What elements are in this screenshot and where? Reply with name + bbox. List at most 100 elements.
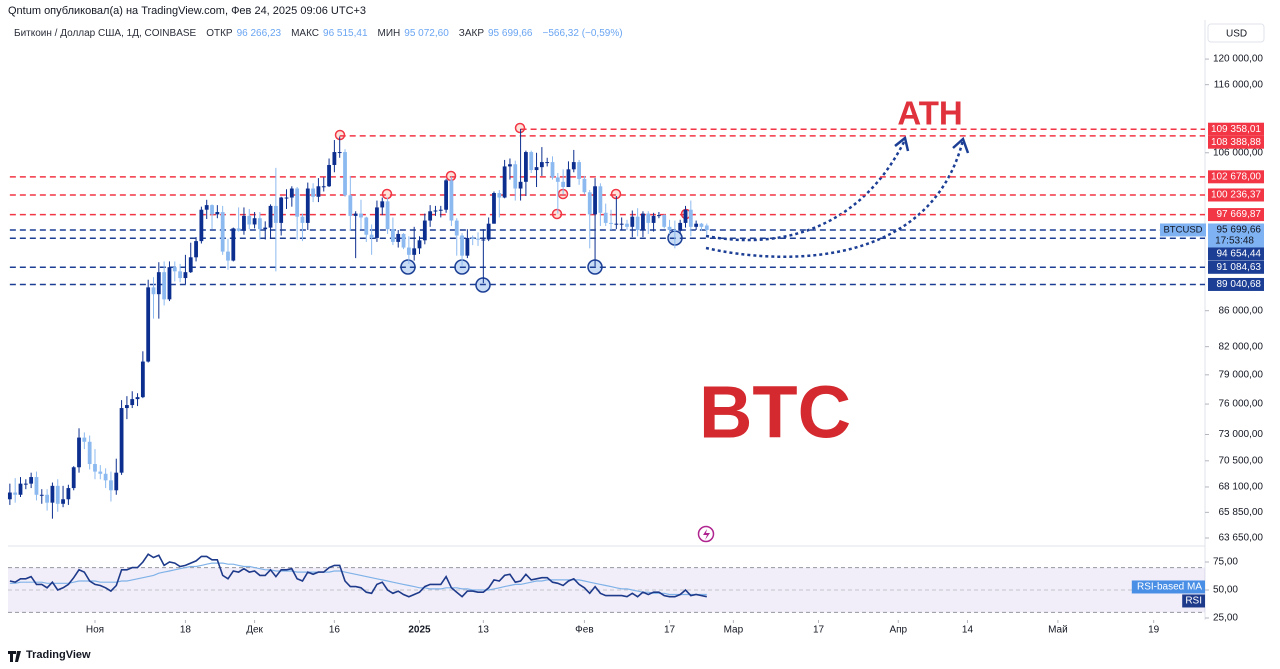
x-tick-label: 19 (1148, 625, 1160, 636)
candle-body (577, 162, 582, 179)
level-label-box (1208, 188, 1264, 202)
rsi-line (9, 562, 707, 596)
level-label-box (1208, 223, 1264, 248)
candle-body (279, 197, 284, 223)
high-marker (610, 188, 622, 200)
low-marker (454, 259, 470, 275)
countdown: 17:53:48 (1215, 236, 1254, 247)
candle-body (396, 233, 401, 242)
candle-body (438, 209, 443, 211)
candle-body (598, 186, 603, 213)
symbol-title: Биткоин / Доллар США, 1Д, COINBASE (14, 28, 197, 39)
candle-body (311, 188, 316, 197)
candle-body (289, 188, 294, 198)
candle-body (162, 272, 167, 300)
candle-body (194, 241, 198, 258)
candle-body (635, 216, 640, 230)
candle-body (412, 248, 417, 255)
candle-body (29, 477, 34, 484)
ohlc-value: 95 072,60 (404, 28, 449, 39)
candle-body (23, 483, 28, 485)
candle-body (625, 223, 629, 227)
candle-body (704, 225, 709, 230)
arrow (705, 139, 965, 258)
candle-body (305, 188, 310, 223)
level-label-box (1208, 208, 1264, 222)
candle-body (481, 239, 486, 241)
candle-body (247, 215, 252, 225)
candle-body (109, 480, 113, 491)
candle-body (252, 218, 257, 225)
candle-body (273, 205, 278, 223)
y-tick-label: 65 850,00 (1219, 507, 1264, 518)
legend: Биткоин / Доллар США, 1Д, COINBASE ОТКР 9… (14, 28, 629, 39)
y-tick-label: 70 500,00 (1219, 455, 1264, 466)
candle-body (140, 361, 145, 398)
y-tick-label: 82 000,00 (1219, 341, 1264, 352)
candle-body (172, 267, 177, 272)
level-label: 94 654,44 (1217, 249, 1262, 260)
y-tick-label: 106 000,00 (1213, 147, 1263, 158)
level-label-box (1208, 277, 1264, 291)
level-label: 89 040,68 (1217, 279, 1262, 290)
candle-body (7, 492, 12, 500)
candle-body (391, 229, 395, 242)
candle-body (529, 152, 534, 171)
candle-body (220, 212, 225, 252)
candle-body (215, 212, 220, 215)
candle-body (151, 287, 156, 295)
y-tick-label: 75,00 (1213, 557, 1238, 568)
y-tick-label: 79 000,00 (1219, 369, 1264, 380)
candle-body (353, 213, 358, 216)
footer: TradingView (26, 649, 91, 661)
level-label: 91 084,63 (1217, 262, 1262, 273)
candle-body (146, 287, 151, 362)
candle-body (263, 227, 268, 230)
candle-body (39, 494, 44, 496)
ohlc-label: ЗАКР (458, 28, 484, 39)
change: −566,32 (−0,59%) (542, 28, 623, 39)
candle-body (678, 222, 683, 231)
candle-body (167, 267, 172, 300)
x-tick-label: 16 (329, 625, 341, 636)
candle-body (460, 235, 464, 256)
candle-body (204, 205, 209, 210)
candle-body (71, 467, 76, 489)
candle-body (337, 152, 342, 154)
candle-body (422, 220, 427, 241)
candle-body (316, 186, 321, 197)
candle-body (614, 223, 619, 225)
candle-body (226, 251, 230, 261)
candle-body (502, 166, 507, 198)
candle-body (593, 186, 597, 215)
candle-body (508, 164, 512, 167)
x-tick-label: Ноя (86, 625, 104, 636)
candle-body (55, 485, 60, 504)
legend-box (1182, 594, 1205, 608)
candle-body (662, 215, 667, 227)
candle-body (359, 213, 363, 218)
high-marker (445, 170, 457, 182)
candle-body (465, 237, 470, 256)
ohlc-label: МИН (377, 28, 401, 39)
symbol-tag-box (1160, 223, 1206, 237)
high-marker (381, 188, 393, 200)
candle-body (524, 152, 528, 182)
low-marker (587, 259, 603, 275)
candle-body (231, 228, 236, 261)
level-label: 95 699,66 (1217, 225, 1262, 236)
x-tick-label: Фев (575, 625, 593, 636)
candle-body (125, 405, 129, 409)
candle-body (534, 167, 539, 171)
candle-body (699, 223, 704, 227)
publish-note: Qntum опубликовал(а) на TradingView.com,… (8, 5, 367, 17)
candle-body (651, 215, 656, 223)
candle-body (566, 169, 571, 188)
logo (8, 651, 21, 662)
candle-body (332, 152, 337, 165)
candle-body (497, 193, 502, 198)
candles (7, 128, 709, 519)
candle-body (609, 222, 613, 224)
annotation: ATH (897, 95, 962, 132)
